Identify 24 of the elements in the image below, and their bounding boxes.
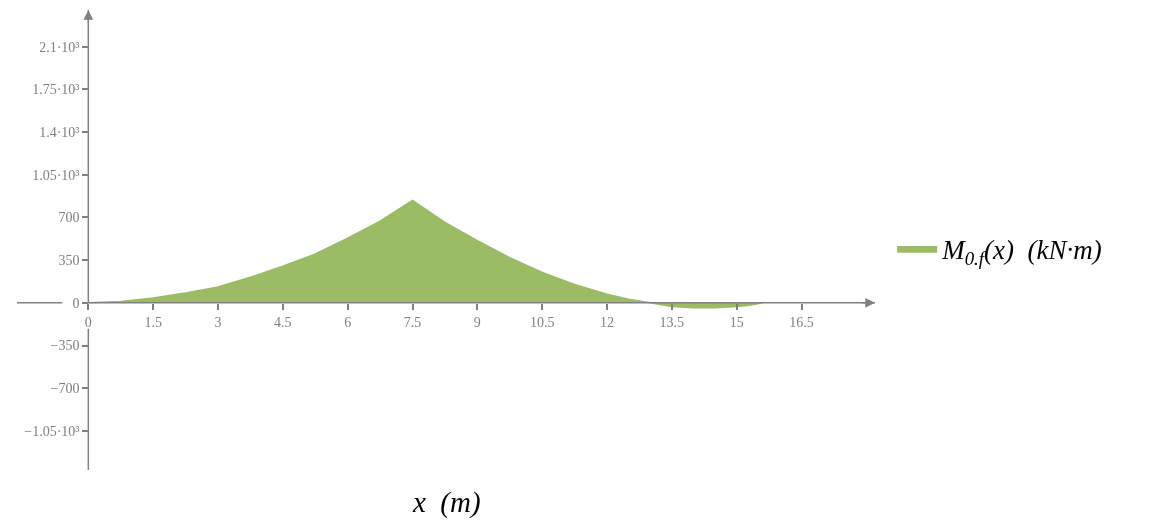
y-tick-label: 700 [58,210,80,226]
x-tick-label: 16.5 [789,314,814,330]
y-tick-label: 1.4·10³ [39,124,80,140]
x-tick-label: 4.5 [274,314,292,330]
y-tick-label: −350 [50,338,80,354]
y-tick-label: −700 [50,381,80,397]
x-tick-label: 1.5 [144,314,162,330]
legend-label: M$_{0.f}$(x) (kN·m) [941,235,1102,269]
y-tick-label: 1.05·10³ [32,167,80,183]
x-tick-label: 13.5 [659,314,685,330]
x-tick-label: 10.5 [529,314,555,330]
y-tick-label: 350 [58,253,80,269]
x-tick-label: 3 [214,314,222,330]
y-tick-label: −1.05·10³ [24,423,80,439]
x-tick-label: 15 [729,314,744,330]
x-tick-label: 12 [600,314,615,330]
y-tick-label: 0 [72,295,80,311]
x-tick-label: 6 [344,314,352,330]
x-tick-label: 9 [473,314,481,330]
y-tick-label: 2.1·10³ [39,39,80,55]
y-tick-label: 1.75·10³ [32,82,80,98]
x-axis-title: x (m) [412,486,481,519]
x-tick-label: 0 [84,314,92,330]
x-tick-label: 7.5 [403,314,422,330]
